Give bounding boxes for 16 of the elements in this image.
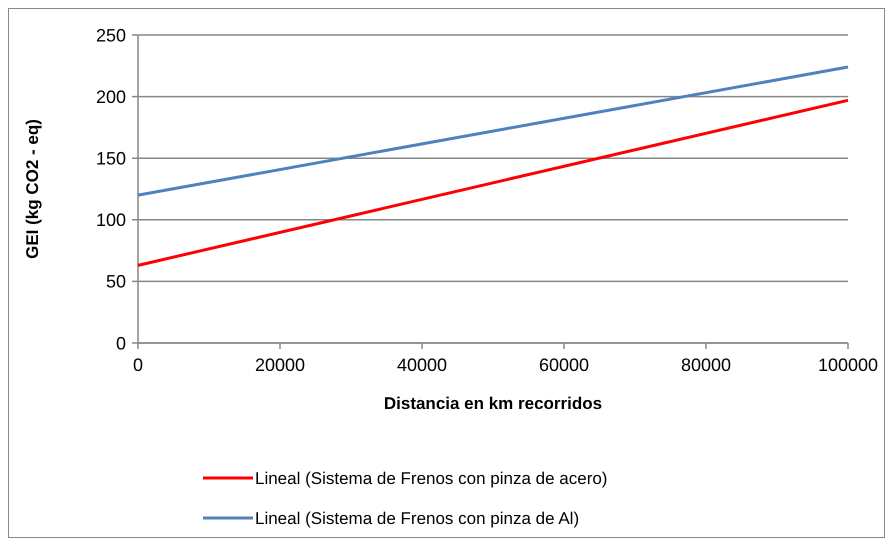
x-tick-label: 60000 (538, 355, 590, 375)
y-tick-label: 150 (96, 148, 126, 168)
y-tick-label: 50 (106, 272, 126, 292)
x-axis-title: Distancia en km recorridos (384, 394, 602, 413)
x-tick-label: 40000 (396, 355, 448, 375)
legend-label: Lineal (Sistema de Frenos con pinza de acero) (255, 468, 608, 488)
y-tick-label: 100 (96, 210, 126, 230)
x-tick-label: 100000 (818, 355, 878, 375)
legend-label: Lineal (Sistema de Frenos con pinza de Al) (255, 508, 580, 528)
y-tick-label: 200 (96, 86, 126, 107)
y-axis-title: GEI (kg CO2 - eq) (23, 119, 42, 259)
y-tick-label: 0 (116, 333, 126, 354)
x-tick-label: 0 (132, 355, 144, 375)
x-tick-label: 80000 (680, 355, 732, 375)
x-tick-label: 20000 (254, 355, 306, 375)
y-tick-label: 250 (96, 25, 126, 46)
